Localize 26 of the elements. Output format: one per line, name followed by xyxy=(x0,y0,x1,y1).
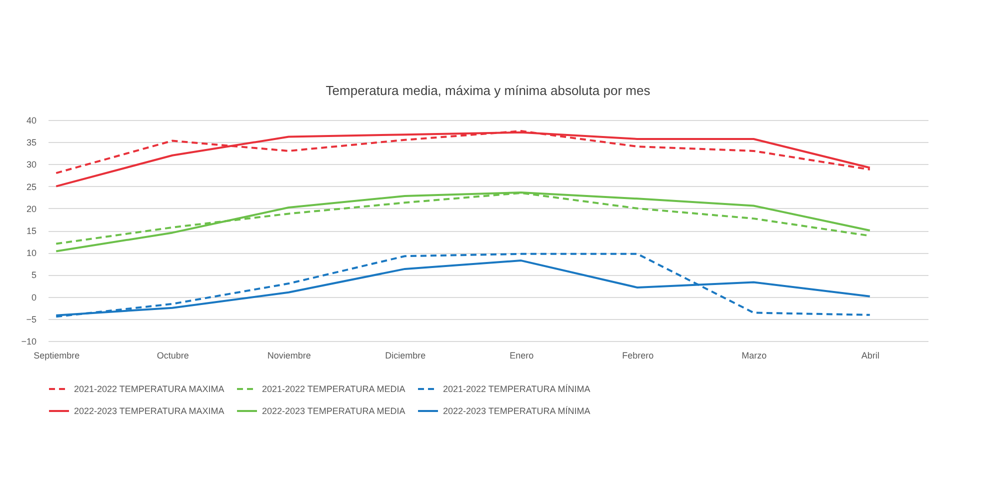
x-tick-label: Noviembre xyxy=(267,350,311,360)
legend-label: 2021-2022 TEMPERATURA MÍNIMA xyxy=(443,384,590,394)
y-tick-label: 20 xyxy=(26,204,36,214)
x-tick-label: Marzo xyxy=(742,350,767,360)
y-tick-label: 15 xyxy=(26,226,36,236)
x-tick-label: Febrero xyxy=(622,350,654,360)
y-tick-label: 40 xyxy=(26,116,36,126)
legend-label: 2021-2022 TEMPERATURA MAXIMA xyxy=(74,384,224,394)
x-tick-label: Octubre xyxy=(156,350,189,360)
x-tick-label: Septiembre xyxy=(34,350,80,360)
y-tick-label: 0 xyxy=(31,292,36,302)
y-tick-label: 5 xyxy=(31,270,36,280)
legend-label: 2022-2023 TEMPERATURA MAXIMA xyxy=(74,406,224,416)
y-tick-label: −10 xyxy=(21,336,36,346)
legend-label: 2022-2023 TEMPERATURA MEDIA xyxy=(262,406,406,416)
legend-label: 2021-2022 TEMPERATURA MEDIA xyxy=(262,384,406,394)
y-tick-label: −5 xyxy=(26,314,36,324)
x-tick-label: Enero xyxy=(510,350,534,360)
chart-title: Temperatura media, máxima y mínima absoluta por mes xyxy=(326,83,651,98)
y-tick-label: 35 xyxy=(26,138,36,148)
x-tick-label: Diciembre xyxy=(385,350,426,360)
y-tick-label: 25 xyxy=(26,182,36,192)
legend-label: 2022-2023 TEMPERATURA MÍNIMA xyxy=(443,406,590,416)
x-tick-label: Abril xyxy=(861,350,880,360)
y-tick-label: 30 xyxy=(26,160,36,170)
y-tick-label: 10 xyxy=(26,248,36,258)
